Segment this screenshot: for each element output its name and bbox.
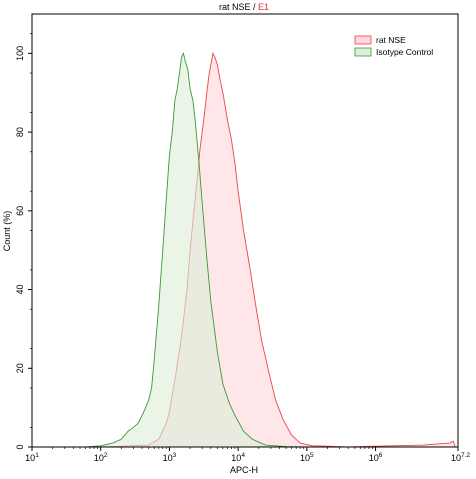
x-tick-label: 104 (231, 452, 245, 463)
title-gate: E1 (258, 2, 269, 12)
legend-label-isotype-control: Isotype Control (376, 47, 433, 57)
x-tick-label: 102 (94, 452, 108, 463)
y-tick-label: 60 (15, 206, 25, 216)
x-tick-label: 105 (300, 452, 314, 463)
x-tick-label: 107.2 (451, 452, 470, 463)
y-axis-title: Count (%) (2, 211, 12, 252)
x-tick-label: 103 (163, 452, 177, 463)
y-tick-label: 0 (15, 444, 25, 449)
x-tick-label: 101 (25, 452, 39, 463)
y-tick-label: 100 (15, 46, 25, 61)
x-axis-title: APC-H (230, 465, 258, 475)
y-tick-label: 80 (15, 127, 25, 137)
x-axis: 101 102 103 104 105 106 107.2 (25, 447, 470, 463)
title-separator: / (250, 2, 258, 12)
legend: rat NSE Isotype Control (354, 35, 433, 57)
title-main: rat NSE (219, 2, 251, 12)
y-tick-label: 40 (15, 285, 25, 295)
series-isotype-control-line (85, 52, 307, 448)
series-layer (85, 51, 456, 448)
x-tick-label: 106 (369, 452, 383, 463)
legend-label-rat-nse: rat NSE (376, 35, 406, 45)
legend-swatch-isotype-control (354, 47, 372, 57)
y-tick-label: 20 (15, 363, 25, 373)
series-isotype-control-area (85, 53, 307, 448)
y-axis: 0 20 40 60 80 100 (15, 33, 32, 450)
legend-swatch-rat-nse (354, 35, 372, 45)
chart-title: rat NSE / E1 (219, 2, 269, 12)
